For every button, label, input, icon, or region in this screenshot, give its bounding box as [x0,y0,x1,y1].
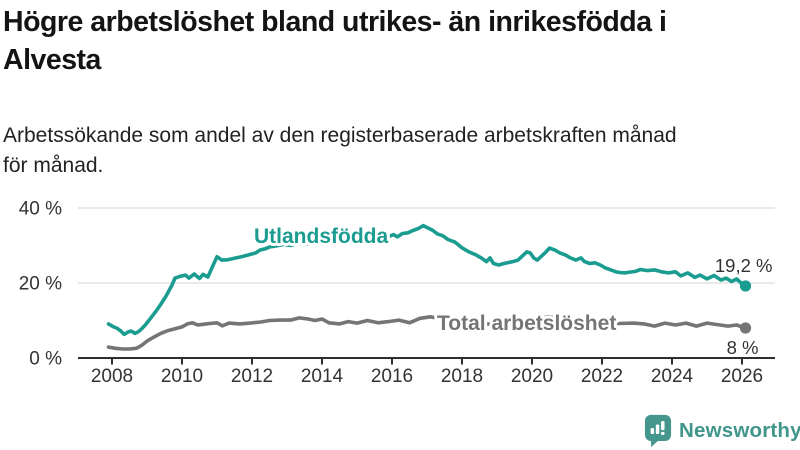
title-line-2: Alvesta [3,44,101,76]
series-line-utlandsf-dda [106,223,748,337]
y-axis-label-20: 20 % [19,274,62,295]
series-end-dot-utlandsf-dda [739,280,752,292]
subtitle-line-2: för månad. [3,154,104,177]
newsworthy-logo-text: Newsworthy [679,419,800,442]
end-value-annotation-total-arbetsl-shet: 8 % [727,337,759,358]
end-value-annotation-utlandsf-dda: 19,2 % [715,255,773,276]
series-label-total-arbetsl-shet: Total arbetslöshet [437,312,616,335]
y-axis-label-0: 0 % [29,349,62,370]
x-axis-label-2024: 2024 [651,366,694,387]
page-title: Högre arbetslöshet bland utrikes- än inr… [3,3,667,79]
x-axis-label-2008: 2008 [91,366,133,387]
x-axis-label-2012: 2012 [231,366,273,387]
x-axis-label-2026: 2026 [721,366,763,387]
x-axis-label-2020: 2020 [511,366,553,387]
x-axis-label-2010: 2010 [161,366,203,387]
x-axis-label-2014: 2014 [301,366,344,387]
x-axis-label-2016: 2016 [371,366,413,387]
x-axis-label-2022: 2022 [581,366,623,387]
y-axis-label-40: 40 % [19,199,62,220]
series-line-total-arbetsl-shet [106,314,748,351]
newsworthy-branding: Newsworthy [644,414,800,448]
newsworthy-logo-icon [644,414,672,448]
title-line-1: Högre arbetslöshet bland utrikes- än inr… [3,6,667,38]
subtitle-line-1: Arbetssökande som andel av den registerb… [3,124,677,147]
series-label-utlandsf-dda: Utlandsfödda [254,225,388,248]
x-axis-label-2018: 2018 [441,366,483,387]
chart-subtitle: Arbetssökande som andel av den registerb… [3,121,677,181]
series-end-dot-total-arbetsl-shet [739,322,752,334]
